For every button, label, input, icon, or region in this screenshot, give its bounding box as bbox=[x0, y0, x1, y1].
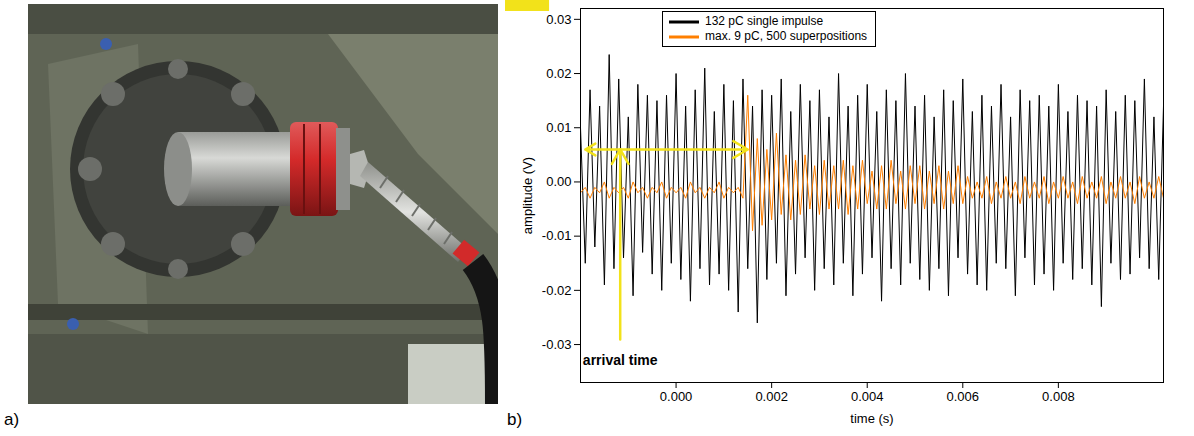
html-text:a): a) bbox=[4, 410, 20, 429]
svg-text:0.01: 0.01 bbox=[546, 120, 571, 135]
svg-text:-0.02: -0.02 bbox=[542, 283, 572, 298]
svg-text:amplitude (V): amplitude (V) bbox=[520, 157, 535, 234]
svg-text:0.006: 0.006 bbox=[947, 389, 980, 404]
svg-text:0.008: 0.008 bbox=[1042, 389, 1075, 404]
html-text:b): b) bbox=[507, 410, 523, 429]
svg-text:arrival time: arrival time bbox=[583, 352, 658, 368]
html-text:max. 9 pC, 500 superpositions: max. 9 pC, 500 superpositions bbox=[705, 29, 868, 43]
svg-text:0.004: 0.004 bbox=[851, 389, 884, 404]
svg-text:0.03: 0.03 bbox=[546, 12, 571, 27]
html-text:132 pC single impulse: 132 pC single impulse bbox=[705, 14, 824, 28]
svg-text:time (s): time (s) bbox=[850, 411, 893, 426]
svg-text:0.002: 0.002 bbox=[755, 389, 788, 404]
svg-text:-0.03: -0.03 bbox=[542, 337, 572, 352]
svg-text:0.02: 0.02 bbox=[546, 66, 571, 81]
svg-text:-0.01: -0.01 bbox=[542, 228, 572, 243]
svg-text:0.000: 0.000 bbox=[660, 389, 693, 404]
svg-text:0.00: 0.00 bbox=[546, 174, 571, 189]
